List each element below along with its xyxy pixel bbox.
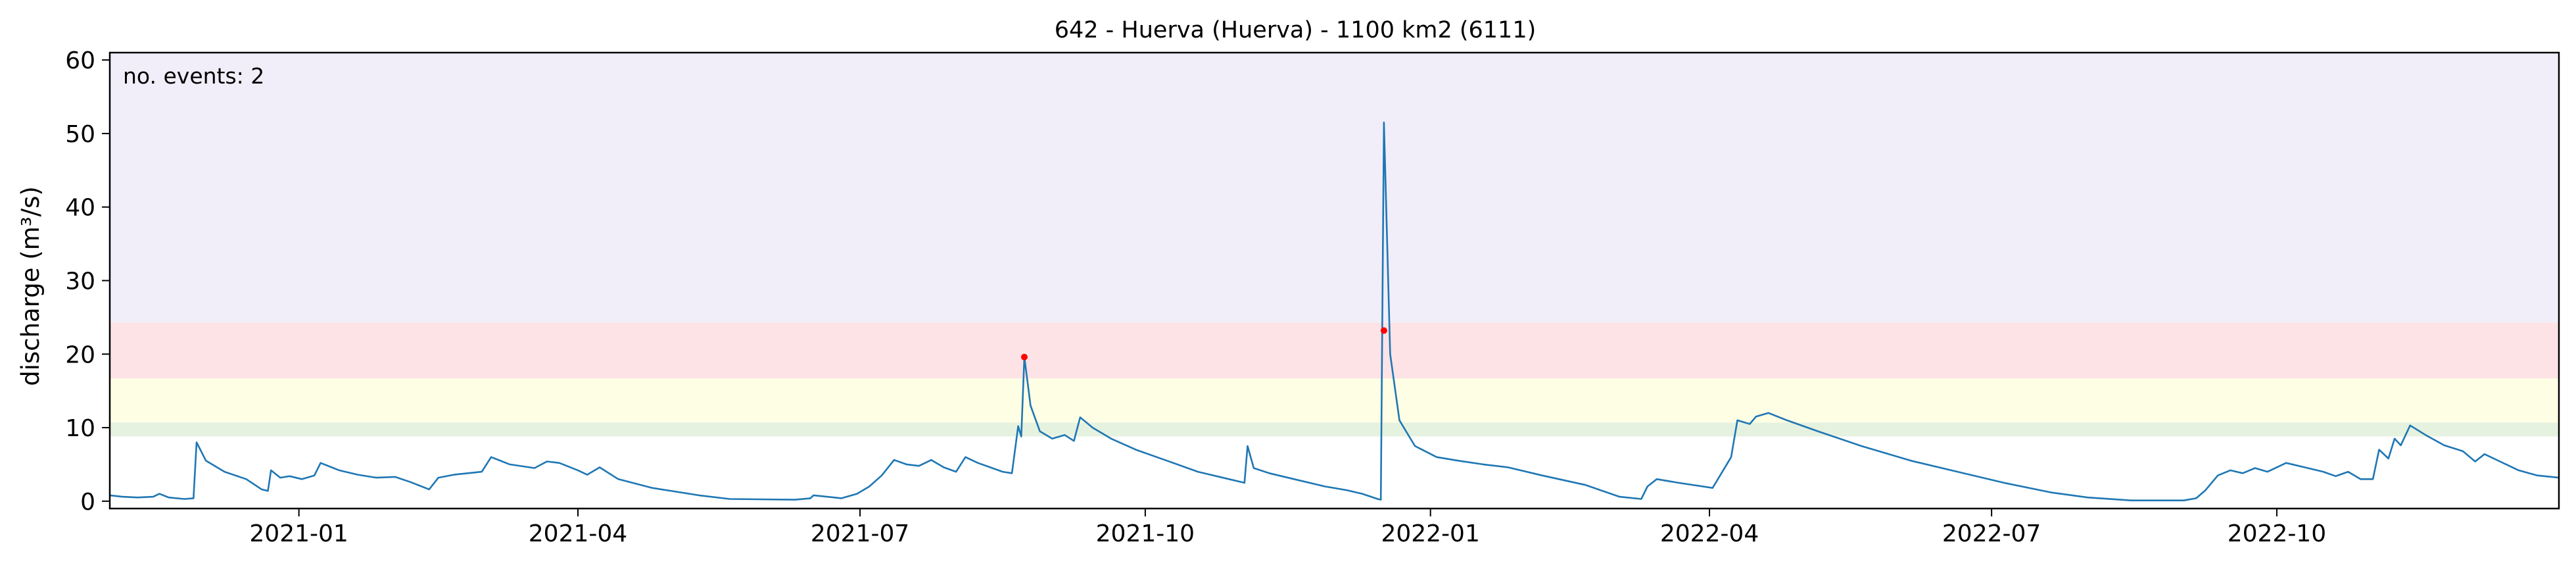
event-marker-2 — [1380, 327, 1387, 334]
x-tick-label: 2021-10 — [1096, 520, 1195, 547]
y-tick-label: 10 — [65, 415, 95, 442]
threshold-bands — [110, 53, 2559, 437]
x-axis: 2021-01 2021-04 2021-07 2021-10 2022-01 2022-… — [249, 509, 2326, 547]
x-tick-label: 2022-01 — [1381, 520, 1479, 547]
y-tick-label: 0 — [80, 489, 95, 516]
x-tick-label: 2021-07 — [811, 520, 909, 547]
x-tick-label: 2021-01 — [249, 520, 348, 547]
x-tick-label: 2022-10 — [2228, 520, 2326, 547]
events-count-annotation: no. events: 2 — [123, 63, 264, 89]
y-tick-label: 20 — [65, 341, 95, 368]
threshold-band-4 — [110, 53, 2559, 323]
y-tick-label: 60 — [65, 47, 95, 74]
y-axis: 0 10 20 30 40 50 60 — [65, 47, 110, 516]
plot-frame — [108, 51, 2560, 510]
chart-title: 642 - Huerva (Huerva) - 1100 km2 (6111) — [1055, 17, 1537, 43]
y-axis-label: discharge (m³/s) — [16, 186, 45, 386]
threshold-band-1 — [110, 422, 2559, 437]
x-tick-label: 2021-04 — [529, 520, 627, 547]
threshold-band-2 — [110, 378, 2559, 423]
x-tick-label: 2022-04 — [1660, 520, 1759, 547]
y-tick-label: 30 — [65, 268, 95, 295]
x-tick-label: 2022-07 — [1942, 520, 2041, 547]
series-layer — [109, 121, 2560, 501]
event-markers — [1020, 327, 1387, 361]
event-marker-1 — [1020, 353, 1028, 361]
y-tick-label: 40 — [65, 195, 95, 222]
threshold-band-3 — [110, 322, 2559, 379]
y-tick-label: 50 — [65, 121, 95, 148]
series-line-1 — [109, 121, 2560, 501]
